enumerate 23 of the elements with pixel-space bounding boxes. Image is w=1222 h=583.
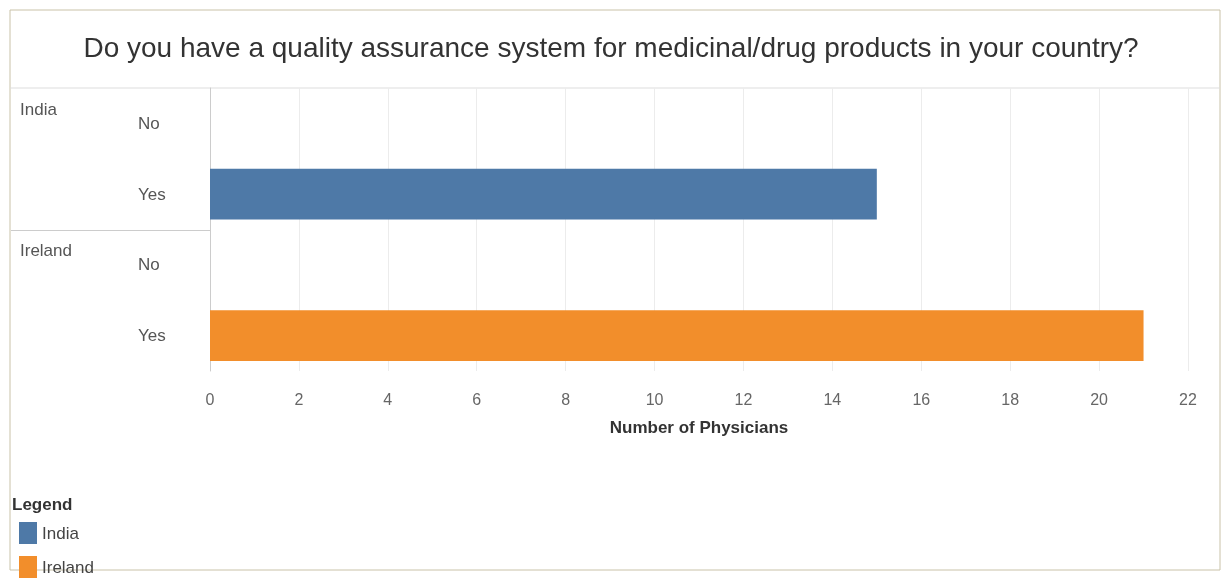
text: Ireland <box>20 241 72 261</box>
x-axis-title: Number of Physicians <box>609 418 789 437</box>
y-tick-label: Yes <box>138 326 166 346</box>
y-tick-label: No <box>138 255 160 275</box>
legend-label: India <box>42 523 80 543</box>
x-tick-label: 12 <box>734 390 753 408</box>
x-tick-label: 14 <box>823 390 842 408</box>
x-tick-label: 16 <box>912 390 931 408</box>
x-tick-label: 10 <box>645 390 664 408</box>
x-tick-label: 2 <box>294 390 304 408</box>
x-tick-label: 6 <box>472 390 482 408</box>
x-tick-label: 0 <box>205 390 215 408</box>
text: India <box>20 99 57 119</box>
y-tick-label: Yes <box>138 184 166 204</box>
x-tick-label: 4 <box>383 390 393 408</box>
legend-label: Ireland <box>42 557 94 577</box>
y-tick-label: No <box>138 113 160 133</box>
chart-title: Do you have a quality assurance system for medicinal/drug products in your country? <box>83 31 1139 63</box>
x-tick-label: 20 <box>1090 390 1109 408</box>
x-tick-label: 18 <box>1001 390 1020 408</box>
x-tick-label: 22 <box>1179 390 1197 408</box>
x-tick-label: 8 <box>561 390 571 408</box>
legend-title: Legend <box>12 495 73 514</box>
